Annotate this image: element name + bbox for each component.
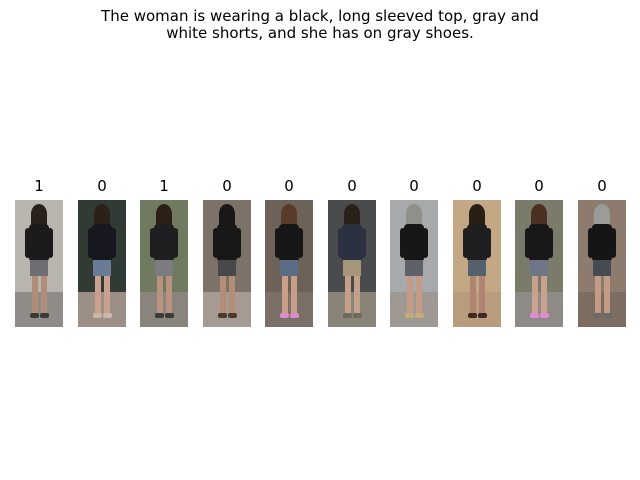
person-photo xyxy=(15,200,63,327)
match-label: 0 xyxy=(97,177,107,195)
match-label: 0 xyxy=(284,177,294,195)
figure-caption: The woman is wearing a black, long sleev… xyxy=(20,8,620,42)
match-label: 1 xyxy=(159,177,169,195)
person-photo xyxy=(515,200,563,327)
match-label: 0 xyxy=(534,177,544,195)
person-photo xyxy=(578,200,626,327)
match-label: 0 xyxy=(472,177,482,195)
person-photo xyxy=(203,200,251,327)
caption-line-2: white shorts, and she has on gray shoes. xyxy=(166,24,474,42)
person-photo xyxy=(453,200,501,327)
person-photo xyxy=(78,200,126,327)
match-label: 0 xyxy=(222,177,232,195)
caption-line-1: The woman is wearing a black, long sleev… xyxy=(101,7,539,25)
match-label: 0 xyxy=(409,177,419,195)
person-photo xyxy=(140,200,188,327)
person-photo xyxy=(328,200,376,327)
match-label: 0 xyxy=(597,177,607,195)
person-photo xyxy=(265,200,313,327)
match-label: 0 xyxy=(347,177,357,195)
person-photo xyxy=(390,200,438,327)
match-label: 1 xyxy=(34,177,44,195)
